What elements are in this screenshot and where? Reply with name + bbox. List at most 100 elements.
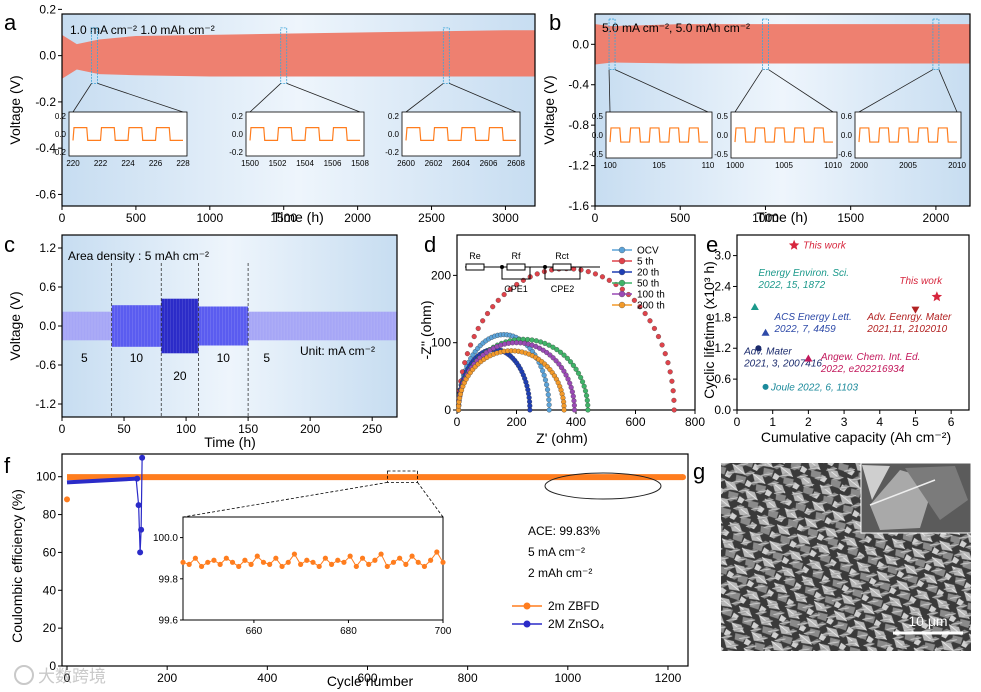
panel-a-inset-xtick-label: 222: [94, 159, 108, 168]
panel-c-segment-band: [198, 306, 249, 346]
panel-d-data-point: [671, 407, 677, 413]
panel-f-xtick-label: 0: [64, 671, 71, 685]
panel-b-inset-ytick-label: 0.5: [717, 112, 729, 121]
panel-a-inset-trace: [405, 127, 516, 141]
panel-d-data-point: [556, 361, 562, 367]
panel-b-ytick-label: -1.2: [568, 159, 589, 173]
panel-d-data-point: [671, 397, 677, 403]
panel-f-highlight-ellipse: [544, 472, 662, 500]
legend-marker: [618, 268, 626, 276]
panel-d-letter: d: [424, 232, 436, 257]
panel-e-point-label: Adv. Eenrgy. Mater: [866, 312, 952, 323]
panel-b-zoom-marker: [608, 18, 616, 70]
panel-b-inset-xtick-label: 2000: [850, 161, 868, 170]
circuit-resistor: [552, 263, 572, 271]
panel-f-capacity-label: 2 mAh cm⁻²: [528, 566, 592, 580]
panel-e-point-label: ACS Energy Lett.: [773, 312, 851, 323]
panel-d-xtick-label: 0: [454, 415, 461, 429]
panel-c-ytick-label: -1.2: [35, 397, 56, 411]
panel-d-ytick-label: 0: [444, 403, 451, 417]
panel-a-ylabel: Voltage (V): [7, 75, 23, 144]
panel-d-data-point: [490, 304, 496, 310]
panel-f-ytick-label: 20: [43, 621, 57, 635]
panel-f-ytick-label: 100: [36, 470, 56, 484]
panel-d-data-point: [468, 342, 474, 348]
panel-c-rate-label: 5: [81, 351, 88, 365]
panel-a-zoom-marker: [91, 27, 98, 84]
panel-f-letter: f: [4, 453, 11, 478]
panel-d-data-point: [662, 351, 668, 357]
panel-b-inset-xtick-label: 100: [603, 161, 617, 170]
panel-b-inset-xtick-label: 1005: [775, 161, 793, 170]
panel-d-data-point: [546, 397, 552, 403]
panel-b-xtick-label: 1000: [752, 211, 779, 225]
panel-a-ytick-label: -0.6: [35, 187, 56, 201]
panel-a-inset-ytick-label: -0.2: [385, 148, 399, 157]
panel-d-data-point: [529, 337, 535, 343]
panel-e-xlabel: Cumulative capacity (Ah cm⁻²): [761, 429, 951, 445]
panel-b-ytick-label: 0.0: [572, 37, 589, 51]
panel-e-letter: e: [706, 232, 718, 257]
panel-f-inset-point: [409, 553, 415, 559]
panel-d-data-point: [540, 368, 546, 374]
panel-f-inset-point: [366, 561, 372, 567]
panel-f-inset: 660 680 700 99.6 99.8 100.0: [153, 481, 452, 637]
panel-d-data-point: [546, 342, 552, 348]
panel-d-data-point: [550, 355, 556, 361]
panel-a-inset-xtick-label: 2600: [397, 159, 415, 168]
panel-f-zoom-line: [417, 482, 444, 518]
panel-d-ytick-label: 200: [431, 268, 451, 282]
panel-f-inset-point: [304, 557, 310, 563]
legend-label: 20 th: [637, 268, 659, 279]
legend-label: 100 th: [637, 290, 665, 301]
panel-b-xtick-label: 1500: [837, 211, 864, 225]
panel-e-frame: [736, 234, 970, 411]
panel-a-xtick-label: 1500: [270, 211, 297, 225]
panel-d-data-point: [545, 392, 551, 398]
panel-a-zoom-marker: [442, 27, 450, 84]
panel-b-inset-ytick-label: -0.6: [838, 150, 852, 159]
panel-d-eis-plot: 0 200 400 600 800 0 100 200 Re Rf Rct CPE1 CPE2 OCV…: [418, 234, 705, 446]
panel-e-point-label: 2022, 7, 4459: [773, 324, 836, 335]
panel-d-data-point: [554, 347, 560, 353]
panel-c-xtick-label: 100: [176, 422, 196, 436]
panel-e-marker: [788, 239, 800, 250]
panel-d-data-point: [567, 359, 574, 365]
panel-d-data-point: [570, 393, 576, 399]
panel-f-inset-point: [291, 551, 298, 557]
panel-b-inset-ytick-label: 0.0: [717, 131, 729, 140]
panel-d-data-point: [578, 267, 584, 273]
panel-d-data-point: [561, 352, 567, 358]
panel-b-ytick-label: -0.8: [568, 118, 589, 132]
panel-d-data-point: [665, 360, 671, 366]
panel-d-data-point: [599, 274, 605, 280]
panel-d-data-point: [579, 379, 586, 385]
panel-d-data-point: [538, 363, 544, 370]
legend-marker: [618, 290, 626, 298]
panel-a-zoom-line: [249, 83, 281, 113]
panel-a-inset-xtick-label: 2602: [425, 159, 443, 168]
panel-a-ytick-label: -0.2: [35, 95, 56, 109]
panel-e-xtick-label: 6: [948, 415, 955, 429]
panel-c-unit-label: Unit: mA cm⁻²: [300, 344, 375, 358]
panel-a-inset-xtick-label: 1508: [351, 159, 369, 168]
panel-f-legend: 2m ZBFD 2M ZnSO₄: [512, 599, 604, 631]
circuit-label: CPE1: [504, 284, 528, 294]
panel-f-inset-point: [421, 563, 428, 570]
panel-c-xlabel: Time (h): [204, 434, 256, 450]
panel-f-inset-point: [267, 561, 273, 567]
panel-f-xlabel: Cycle number: [327, 673, 414, 689]
panel-b-zoom-line: [614, 69, 709, 113]
panel-d-data-point: [584, 397, 590, 403]
panel-d-data-point: [569, 389, 575, 395]
panel-c-rate-plot: 0 50 100 150 200 250 -1.2 -0.6 0.0 0.6 1.2 Area de…: [7, 234, 398, 450]
panel-d-data-point: [651, 325, 657, 332]
panel-e-marker: [804, 354, 813, 362]
panel-b-zoom-line: [608, 69, 611, 113]
legend-marker: [618, 301, 626, 309]
panel-d-data-point: [557, 349, 564, 355]
panel-d-data-point: [585, 407, 591, 413]
panel-d-data-point: [667, 369, 673, 375]
panel-f-ytick-label: 60: [43, 545, 57, 559]
panel-d-data-point: [655, 334, 662, 340]
